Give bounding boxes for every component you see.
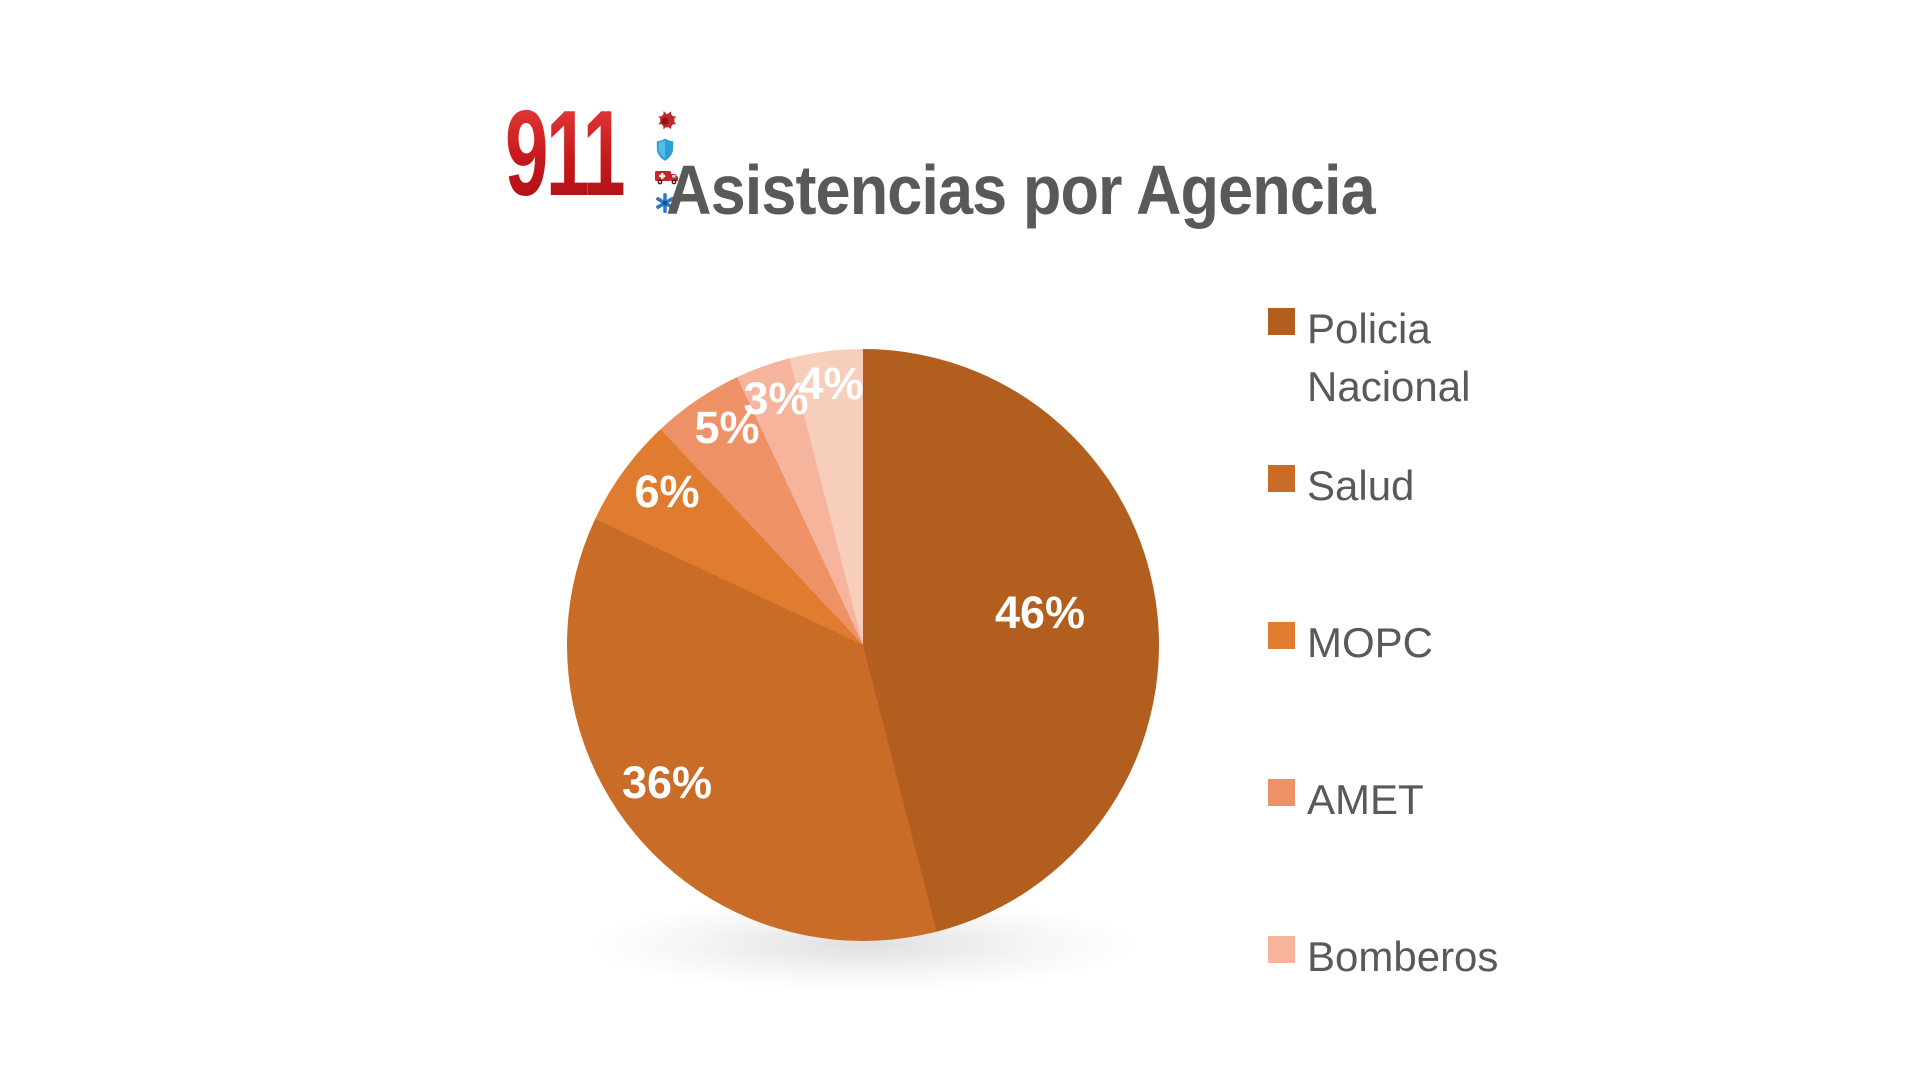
legend-item-amet: AMET — [1268, 771, 1528, 829]
slice-label-amet: 5% — [694, 402, 760, 453]
slice-label-mopc: 6% — [634, 466, 700, 517]
pie-chart — [567, 349, 1159, 941]
legend-item-policia-nacional: Policia Nacional — [1268, 300, 1528, 416]
police-shield-icon — [654, 138, 680, 162]
911-logo-icon-column — [654, 110, 680, 214]
star-of-life-icon — [654, 192, 680, 214]
911-logo-text: 911 — [505, 85, 626, 221]
legend-item-bomberos: Bomberos — [1268, 928, 1528, 986]
fire-cross-icon — [654, 110, 680, 132]
911-logo: 911 — [505, 92, 680, 214]
legend-label-salud: Salud — [1307, 462, 1415, 509]
legend-item-mopc: MOPC — [1268, 614, 1528, 672]
legend-item-salud: Salud — [1268, 457, 1528, 515]
legend-marker-salud — [1268, 465, 1295, 492]
legend-label-bomberos: Bomberos — [1307, 933, 1499, 980]
legend-label-policia-nacional: Policia Nacional — [1307, 305, 1471, 410]
slice-label-salud: 36% — [621, 757, 713, 808]
legend-marker-mopc — [1268, 622, 1295, 649]
ambulance-icon — [654, 168, 680, 186]
legend-marker-amet — [1268, 779, 1295, 806]
slice-label-otros: 4% — [798, 358, 864, 409]
slice-label-bomberos: 3% — [743, 373, 809, 424]
legend-label-mopc: MOPC — [1307, 619, 1433, 666]
legend-marker-bomberos — [1268, 936, 1295, 963]
legend-marker-policia-nacional — [1268, 308, 1295, 335]
chart-title: Asistencias por Agencia — [666, 151, 1376, 229]
legend-label-amet: AMET — [1307, 776, 1424, 823]
slice-label-policia-nacional: 46% — [994, 587, 1086, 638]
